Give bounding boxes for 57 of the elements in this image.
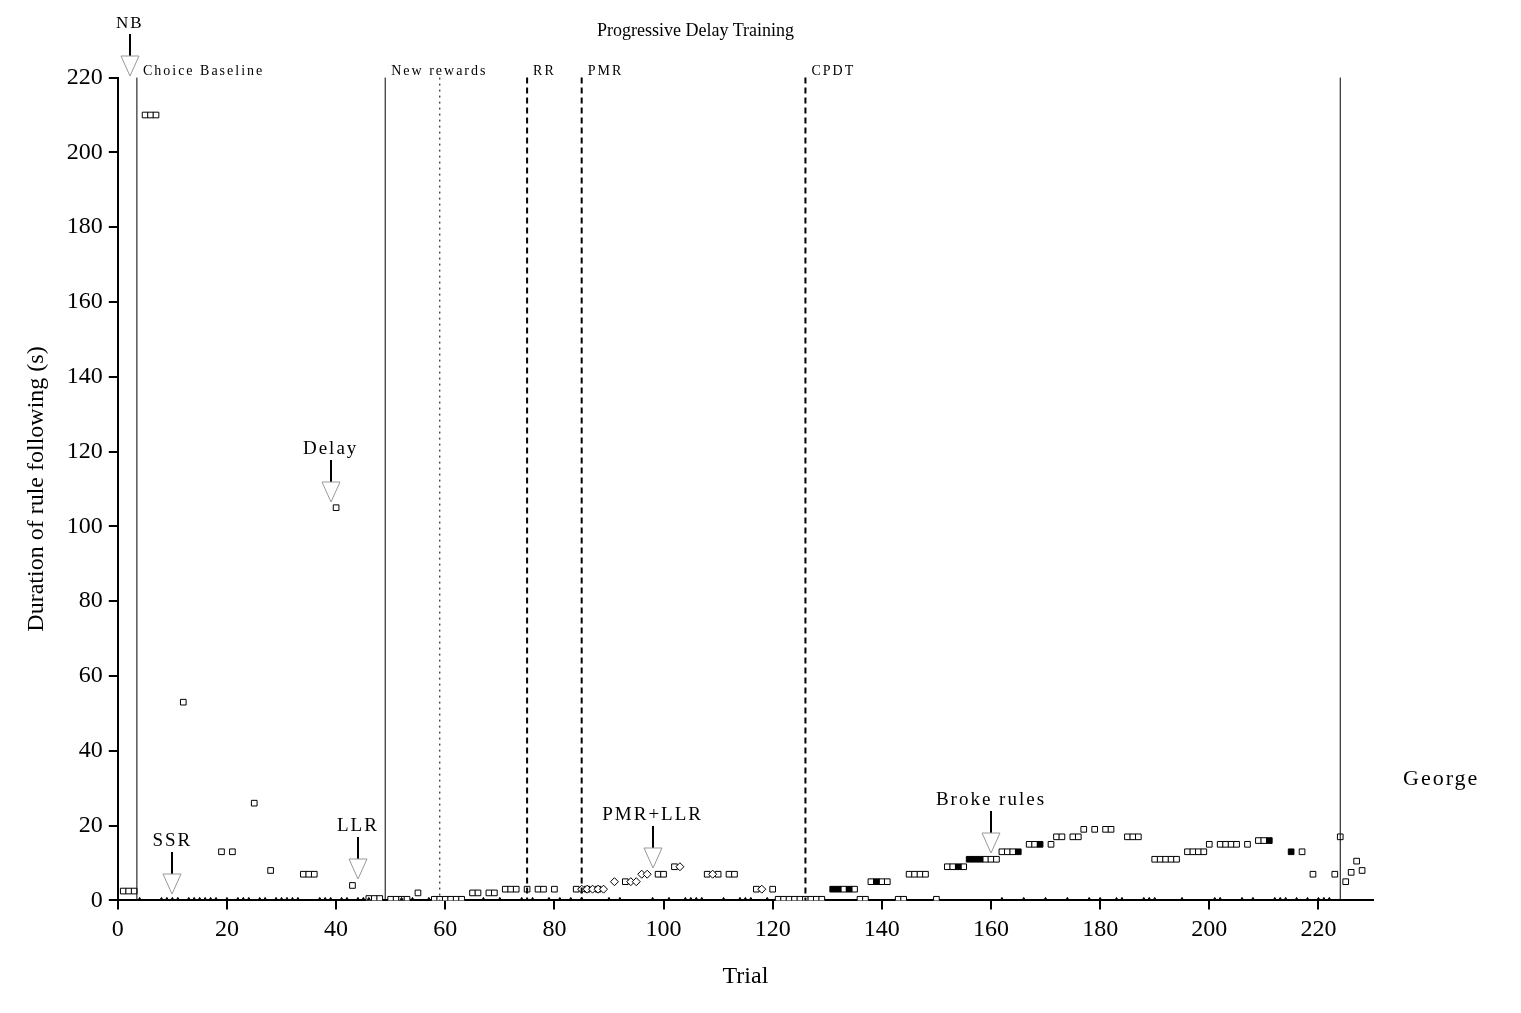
- x-tick-label: 20: [214, 915, 239, 942]
- annotation: LLR: [336, 814, 379, 836]
- point: [1265, 837, 1273, 844]
- ref-line-label: CPDT: [811, 62, 856, 78]
- y-tick-label: 40: [78, 736, 103, 763]
- point: [829, 885, 837, 893]
- point: [599, 884, 609, 894]
- text: George: [1403, 765, 1480, 791]
- point: [1036, 840, 1044, 848]
- x-tick-label: 120: [754, 915, 791, 942]
- point: [845, 885, 853, 893]
- point: [1287, 848, 1295, 856]
- x-tick-label: 40: [324, 915, 349, 942]
- y-tick-label: 100: [66, 511, 103, 538]
- x-tick-label: 60: [433, 915, 458, 942]
- x-tick-label: 0: [111, 915, 124, 942]
- point: [675, 862, 685, 872]
- point: [1014, 848, 1022, 856]
- ref-line-label: RR: [533, 62, 556, 78]
- text: NB: [115, 12, 144, 32]
- y-tick-label: 160: [66, 287, 103, 314]
- ref-line-label: New rewards: [391, 62, 488, 78]
- y-tick-label: 80: [78, 586, 103, 613]
- point: [642, 869, 652, 879]
- y-axis-title: Duration of rule following (s): [21, 346, 48, 632]
- x-tick-label: 140: [863, 915, 900, 942]
- y-tick-label: 60: [78, 661, 103, 688]
- point: [834, 885, 842, 893]
- y-tick-label: 120: [66, 436, 103, 463]
- x-tick-label: 160: [972, 915, 1009, 942]
- y-tick-label: 200: [66, 137, 103, 164]
- chart-title: Progressive Delay Training: [597, 19, 794, 40]
- x-tick-label: 100: [645, 915, 682, 942]
- y-tick-label: 180: [66, 212, 103, 239]
- y-tick-label: 20: [78, 810, 103, 837]
- point: [954, 863, 962, 871]
- point: [976, 855, 984, 863]
- annotation: PMR+LLR: [602, 803, 703, 825]
- point: [971, 855, 978, 863]
- y-tick-label: 140: [66, 362, 103, 389]
- ref-line-label: Choice Baseline: [142, 62, 265, 78]
- ref-line-label: PMR: [587, 62, 624, 78]
- y-tick-label: 220: [66, 62, 103, 89]
- y-tick-label: 0: [90, 885, 103, 912]
- x-axis-title: Trial: [722, 961, 769, 988]
- point: [631, 877, 641, 887]
- x-tick-label: 80: [542, 915, 567, 942]
- point: [708, 869, 718, 879]
- x-tick-label: 180: [1082, 915, 1119, 942]
- annotation: Broke rules: [935, 788, 1047, 810]
- point: [609, 877, 619, 887]
- point: [873, 878, 880, 886]
- annotation: Delay: [302, 436, 359, 458]
- x-tick-label: 200: [1191, 915, 1228, 942]
- x-tick-label: 220: [1300, 915, 1337, 942]
- annotation: SSR: [152, 829, 193, 851]
- point: [757, 884, 767, 894]
